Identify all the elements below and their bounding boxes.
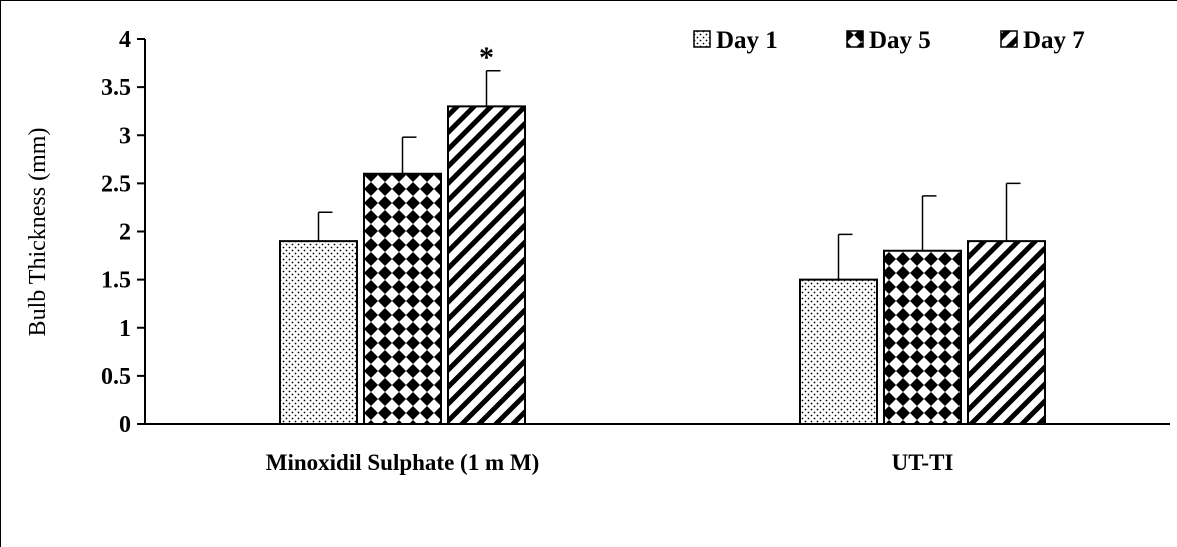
- legend-label: Day 5: [869, 27, 931, 54]
- bar-day-7: [447, 105, 526, 425]
- y-tick-label: 3.5: [101, 75, 131, 101]
- y-tick-label: 4: [119, 27, 131, 53]
- y-tick-label: 3: [119, 123, 131, 149]
- y-axis-ticks: 0 0.5 1 1.5 2 2.5 3 3.5 4: [101, 27, 145, 438]
- bar-day-7: [967, 240, 1046, 425]
- y-tick-label: 2: [119, 220, 131, 246]
- category-labels: Minoxidil Sulphate (1 m M) UT-TI: [266, 450, 954, 475]
- bar-day-1: [279, 240, 358, 425]
- y-tick-label: 1: [119, 316, 131, 342]
- category-label: Minoxidil Sulphate (1 m M): [266, 450, 539, 475]
- bar-day-1: [799, 278, 878, 425]
- bar-day-5: [883, 249, 962, 425]
- bars: *: [279, 41, 1046, 425]
- category-label: UT-TI: [892, 450, 954, 475]
- legend-swatch: [693, 30, 711, 48]
- legend-label: Day 1: [716, 27, 778, 54]
- y-tick-label: 0: [119, 412, 131, 438]
- y-axis-label: Bulb Thickness (mm): [25, 128, 51, 337]
- significance-marker: *: [479, 41, 494, 74]
- y-tick-label: 2.5: [101, 171, 131, 197]
- legend-swatch: [846, 30, 864, 48]
- legend-label: Day 7: [1023, 27, 1085, 54]
- bar-day-5: [363, 172, 442, 425]
- legend: Day 1 Day 5 Day 7: [693, 27, 1085, 54]
- y-tick-label: 0.5: [101, 364, 131, 390]
- y-tick-label: 1.5: [101, 268, 131, 294]
- legend-swatch: [1000, 30, 1018, 48]
